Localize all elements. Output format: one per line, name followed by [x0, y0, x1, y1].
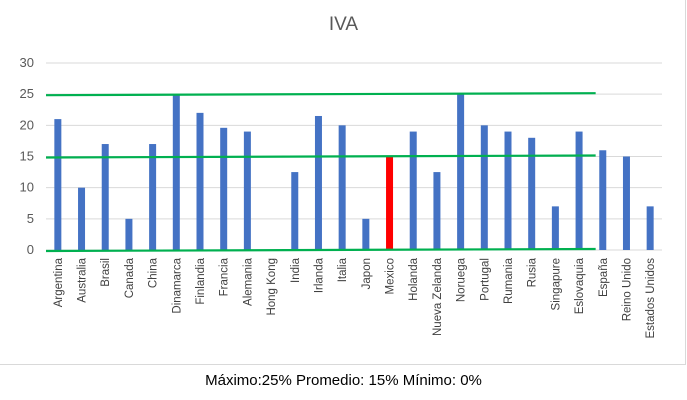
x-tick-label: Nueva Zelanda [432, 257, 444, 336]
x-tick-label: Brasil [100, 258, 112, 287]
y-tick-label: 5 [27, 211, 34, 226]
x-tick-label: Australia [77, 257, 89, 302]
y-tick-label: 0 [27, 242, 34, 257]
x-tick-label: China [148, 257, 160, 288]
bar-alemania [243, 131, 251, 250]
x-tick-label: Mexico [385, 258, 397, 294]
bar-portugal [480, 125, 488, 250]
bar-brasil [101, 144, 109, 250]
bar-dinamarca [172, 94, 180, 251]
bar-australia [78, 187, 86, 250]
y-tick-label: 25 [20, 86, 34, 101]
bar-eslovaquia [575, 131, 583, 250]
x-tick-label: Japon [361, 258, 373, 289]
x-tick-label: Italia [337, 257, 349, 282]
bar-rusia [528, 137, 536, 250]
x-tick-label: Singapure [550, 258, 562, 310]
bar-holanda [409, 131, 417, 250]
reference-line-máximo [45, 92, 596, 97]
x-tick-label: Irlanda [313, 257, 325, 293]
x-tick-label: Finlandia [195, 257, 207, 304]
bar-singapure [551, 206, 559, 250]
bar-mexico [386, 156, 394, 250]
x-tick-label: Noruega [456, 257, 468, 302]
x-tick-label: Alemania [242, 257, 254, 306]
bar-irlanda [314, 115, 322, 250]
bar-argentina [54, 119, 62, 250]
bar-japon [362, 218, 370, 250]
x-tick-label: Portugal [479, 258, 491, 301]
bar-reino-unido [622, 156, 630, 250]
x-tick-label: Argentina [53, 257, 65, 307]
x-tick-label: Holanda [408, 257, 420, 300]
reference-line-promedio [45, 154, 596, 159]
x-tick-label: España [598, 257, 610, 297]
x-tick-label: Reino Unido [621, 258, 633, 321]
x-tick-label: India [290, 257, 302, 283]
y-tick-label: 15 [20, 149, 34, 164]
bar-china [149, 144, 157, 250]
y-tick-label: 30 [20, 55, 34, 70]
x-tick-label: Canada [124, 257, 136, 298]
y-tick-label: 20 [20, 117, 34, 132]
caption: Máximo:25% Promedio: 15% Mínimo: 0% [205, 372, 482, 389]
reference-line-mínimo [45, 247, 596, 253]
x-tick-label: Rusia [527, 257, 539, 287]
y-tick-label: 10 [20, 180, 34, 195]
bar-india [291, 172, 299, 250]
bar-canada [125, 218, 133, 250]
bar-finlandia [196, 112, 204, 250]
x-tick-label: Estados Unidos [645, 258, 657, 339]
bar-italia [338, 125, 346, 250]
bar-estados-unidos [646, 206, 654, 250]
x-tick-label: Rumania [503, 257, 515, 304]
bar-nueva-zelanda [433, 172, 441, 250]
bar-chart: 0 5 10 15 20 25 30 Argentina Australia Brasil Cana… [20, 55, 662, 339]
bar-españa [599, 150, 607, 250]
chart-title: IVA [328, 14, 359, 35]
bar-noruega [457, 94, 465, 251]
x-tick-label: Dinamarca [171, 257, 183, 313]
x-tick-label: Hong Kong [266, 258, 278, 316]
x-tick-label: Francia [219, 257, 231, 296]
bar-rumania [504, 131, 512, 250]
bar-francia [220, 127, 228, 250]
x-tick-label: Eslovaquia [574, 257, 586, 314]
